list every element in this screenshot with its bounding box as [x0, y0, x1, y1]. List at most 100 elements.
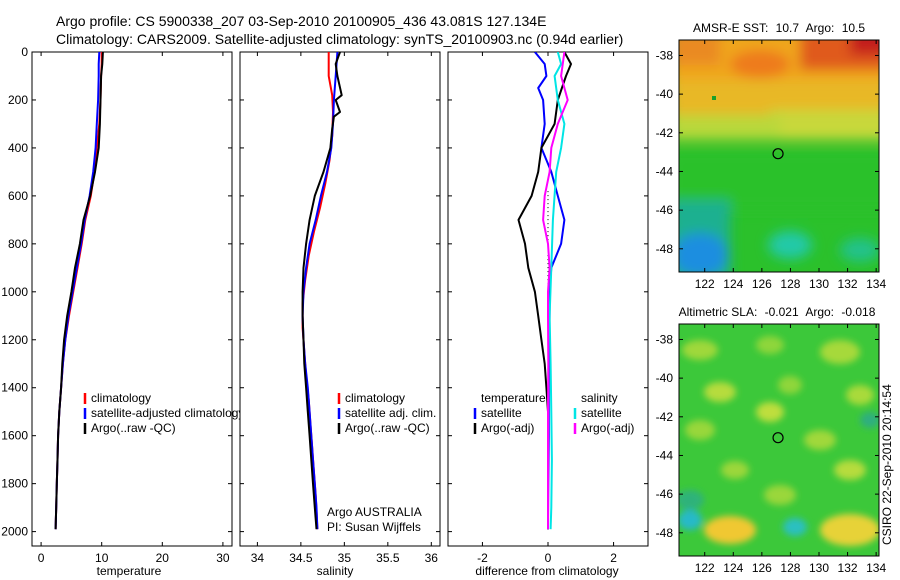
legend-label: Argo(..raw -QC): [345, 421, 430, 435]
y-tick-label: 1600: [1, 429, 28, 443]
map-x-tick-label: 134: [866, 277, 886, 291]
sla-map-frame: [678, 323, 880, 557]
sla-title-prefix: Altimetric SLA:: [679, 305, 758, 319]
map-y-tick-label: -44: [656, 164, 674, 178]
y-tick-label: 2000: [1, 525, 28, 539]
y-tick-label: 1000: [1, 285, 28, 299]
y-tick-label: 400: [8, 141, 28, 155]
sla-y-ticks: -38 -40 -42 -44 -46 -48: [656, 332, 879, 540]
sla-title-argo-value: -0.018: [841, 305, 875, 319]
salinity-x-ticks: 34 34.5 35 35.5 36: [251, 52, 439, 565]
x-tick-label: 30: [216, 551, 230, 565]
temperature-x-label: temperature: [97, 564, 162, 578]
sst-title-argo-prefix: Argo:: [806, 21, 835, 35]
sst-y-ticks: -38 -40 -42 -44 -46 -48: [656, 48, 879, 256]
salinity-lines: [301, 52, 343, 530]
y-tick-label: 200: [8, 93, 28, 107]
y-tick-label: 1800: [1, 477, 28, 491]
difference-x-ticks: -2 0 2: [477, 52, 617, 565]
x-tick-label: 2: [610, 551, 617, 565]
difference-x-label: difference from climatology: [475, 564, 618, 578]
map-x-tick-label: 126: [752, 277, 772, 291]
difference-panel: -2 0 2 difference from climatology tempera…: [447, 51, 649, 578]
map-x-tick-label: 126: [752, 561, 772, 575]
map-x-tick-label: 130: [809, 277, 829, 291]
sst-x-ticks: 122 124 126 128 130 132 134: [695, 40, 886, 291]
map-y-tick-label: -46: [656, 487, 674, 501]
salinity-panel: 34 34.5 35 35.5 36 salinity climatologysatel…: [239, 51, 441, 578]
legend-label: Argo(..raw -QC): [91, 421, 176, 435]
figure-title-line2: Climatology: CARS2009. Satellite-adjuste…: [56, 31, 623, 47]
map-x-tick-label: 130: [809, 561, 829, 575]
x-tick-label: 0: [38, 551, 45, 565]
credit-line2: PI: Susan Wijffels: [327, 520, 421, 534]
sla-map-title: Altimetric SLA: -0.021 Argo: -0.018: [679, 305, 876, 319]
map-y-tick-label: -40: [656, 87, 674, 101]
map-y-tick-label: -44: [656, 448, 674, 462]
legend-title: salinity: [581, 391, 618, 405]
temperature-x-ticks: 0 10 20 30: [38, 52, 230, 565]
x-tick-label: 0: [545, 551, 552, 565]
legend-label: satellite: [581, 406, 622, 420]
difference-y-ticks: [448, 51, 648, 533]
sla-heatmap: [679, 324, 879, 556]
map-x-tick-label: 134: [866, 561, 886, 575]
y-tick-label: 600: [8, 189, 28, 203]
map-y-tick-label: -42: [656, 126, 674, 140]
map-y-tick-label: -38: [656, 332, 674, 346]
salinity-y-ticks: [240, 51, 440, 533]
x-tick-label: 34.5: [289, 551, 313, 565]
sst-map-panel: AMSR-E SST: 10.7 Argo: 10.5: [656, 21, 887, 291]
map-x-tick-label: 122: [695, 277, 715, 291]
sla-float-marker: [772, 432, 784, 444]
sst-heatmap: [679, 40, 879, 272]
y-tick-label: 1400: [1, 381, 28, 395]
series-line-salinity-argo-adj-: [542, 52, 569, 530]
x-tick-label: 35.5: [376, 551, 400, 565]
x-tick-label: 34: [251, 551, 265, 565]
sst-float-marker: [772, 148, 784, 160]
y-tick-label: 1200: [1, 333, 28, 347]
legend-label: Argo(-adj): [481, 421, 534, 435]
sst-map-frame: [678, 39, 880, 273]
x-tick-label: 36: [425, 551, 439, 565]
legend-label: Argo(-adj): [581, 421, 634, 435]
sst-title-argo-value: 10.5: [842, 21, 866, 35]
series-line-argo-raw-qc-: [54, 52, 104, 530]
legend-label: climatology: [345, 391, 405, 405]
x-tick-label: 20: [156, 551, 170, 565]
figure-title-line1: Argo profile: CS 5900338_207 03-Sep-2010…: [56, 13, 546, 29]
map-x-tick-label: 122: [695, 561, 715, 575]
map-x-tick-label: 124: [723, 561, 743, 575]
sla-map-panel: Altimetric SLA: -0.021 Argo: -0.018: [656, 305, 887, 575]
sla-title-value: -0.021: [765, 305, 799, 319]
series-line-argo-raw-qc-: [301, 52, 343, 530]
legend-label: satellite adj. clim.: [345, 406, 436, 420]
map-x-tick-label: 132: [838, 561, 858, 575]
map-y-tick-label: -38: [656, 48, 674, 62]
difference-legend: temperaturesatelliteArgo(-adj)salinitysa…: [473, 391, 634, 435]
map-x-tick-label: 128: [780, 277, 800, 291]
y-tick-label: 0: [21, 45, 28, 59]
temperature-panel: 0 200 400 600 800 1000 1200 1400 1600 1800 2000 0 1…: [1, 45, 244, 578]
sst-map-title: AMSR-E SST: 10.7 Argo: 10.5: [693, 21, 865, 35]
map-y-tick-label: -48: [656, 526, 674, 540]
x-tick-label: 35: [338, 551, 352, 565]
map-x-tick-label: 124: [723, 277, 743, 291]
salinity-axes-frame: [239, 51, 441, 547]
map-y-tick-label: -42: [656, 410, 674, 424]
csiro-timestamp: CSIRO 22-Sep-2010 20:14:54: [880, 384, 894, 545]
map-x-tick-label: 132: [838, 277, 858, 291]
legend-label: satellite: [481, 406, 522, 420]
temperature-y-ticks: 0 200 400 600 800 1000 1200 1400 1600 1800 2000: [1, 45, 232, 539]
credit-line1: Argo AUSTRALIA: [327, 505, 422, 519]
legend-label: climatology: [91, 391, 151, 405]
series-line-salinity-satellite: [548, 52, 566, 530]
temperature-axes-frame: [31, 51, 233, 547]
map-y-tick-label: -48: [656, 242, 674, 256]
sst-title-value: 10.7: [776, 21, 800, 35]
legend-label: satellite-adjusted climatology: [91, 406, 244, 420]
